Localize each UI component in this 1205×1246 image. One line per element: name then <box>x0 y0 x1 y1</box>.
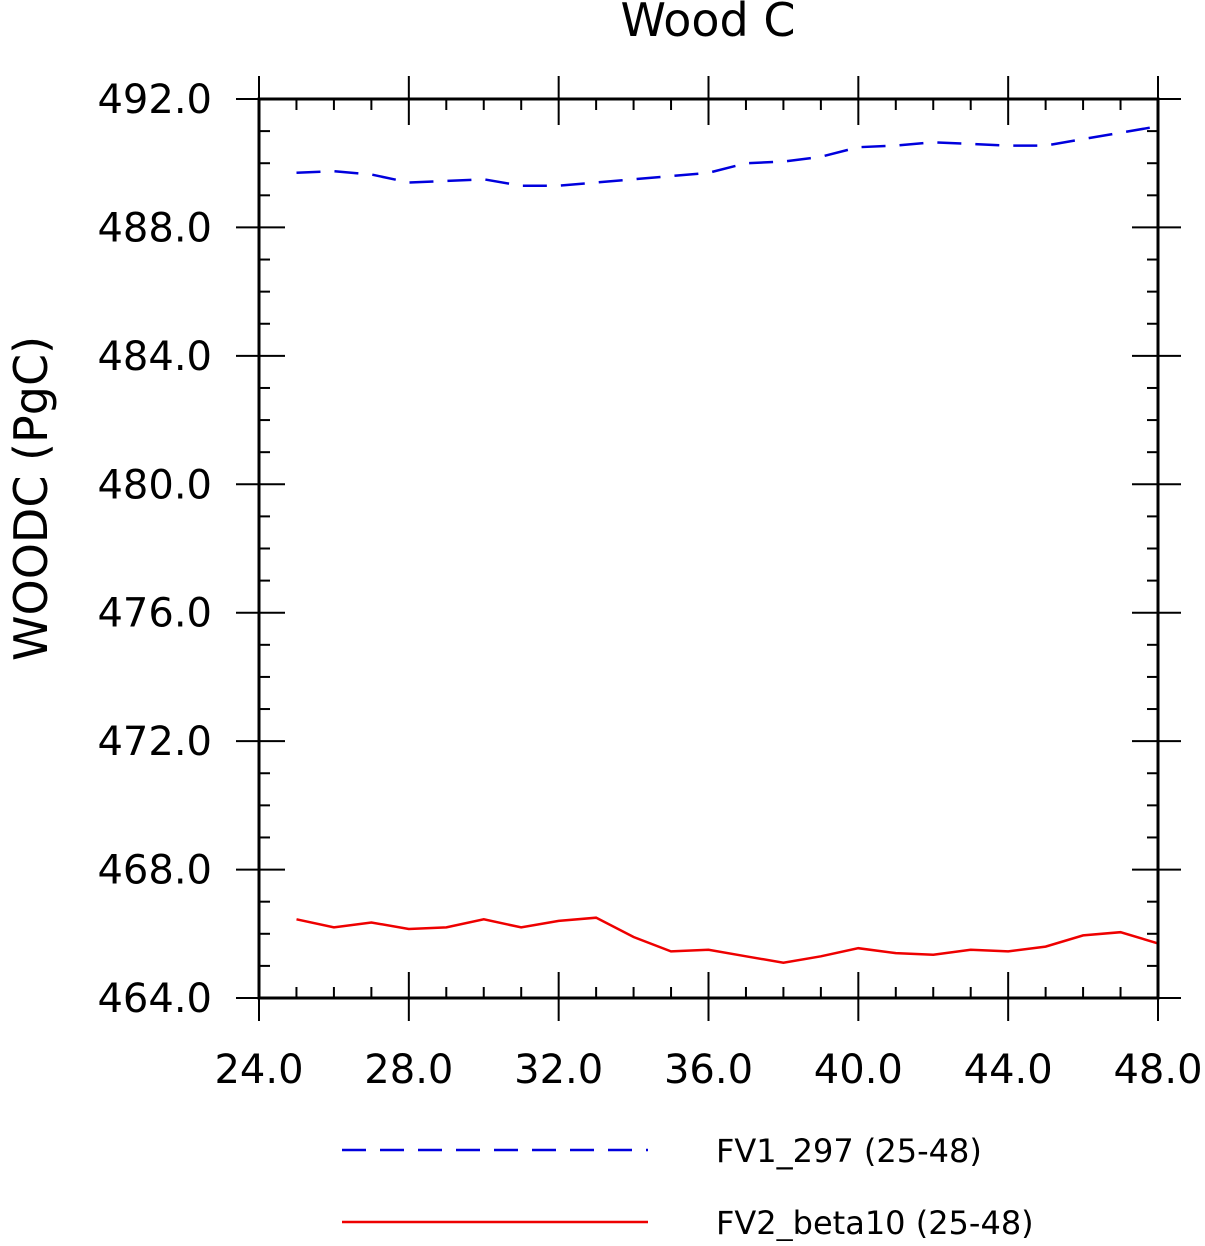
y-tick-label: 472.0 <box>97 719 212 765</box>
x-tick-label: 24.0 <box>214 1047 303 1093</box>
x-tick-labels: 24.0 28.0 32.0 36.0 40.0 44.0 48.0 <box>214 1047 1202 1093</box>
x-tick-label: 40.0 <box>814 1047 903 1093</box>
series-lines <box>296 125 1159 964</box>
y-tick-label: 464.0 <box>97 976 212 1022</box>
y-tick-label: 488.0 <box>97 205 212 251</box>
chart-title: Wood C <box>620 0 795 47</box>
y-axis-label: WOODC (PgC) <box>4 336 58 661</box>
plot-frame <box>257 97 1160 1000</box>
y-tick-label: 484.0 <box>97 334 212 380</box>
legend: FV1_297 (25-48) FV2_beta10 (25-48) <box>342 1132 1034 1242</box>
series-line-2 <box>296 916 1159 964</box>
y-tick-label: 480.0 <box>97 462 212 508</box>
x-tick-label: 36.0 <box>664 1047 753 1093</box>
minor-ticks <box>259 99 1158 998</box>
y-tick-label: 468.0 <box>97 848 212 894</box>
y-tick-label: 476.0 <box>97 591 212 637</box>
legend-label-1: FV1_297 (25-48) <box>716 1132 982 1170</box>
y-tick-labels: 464.0 468.0 472.0 476.0 480.0 484.0 488.0 492.0 <box>97 77 212 1022</box>
x-tick-label: 32.0 <box>514 1047 603 1093</box>
y-tick-label: 492.0 <box>97 77 212 123</box>
major-ticks <box>236 76 1181 1021</box>
x-tick-label: 28.0 <box>364 1047 453 1093</box>
series-line-1 <box>296 125 1159 187</box>
legend-label-2: FV2_beta10 (25-48) <box>716 1204 1034 1241</box>
x-tick-label: 44.0 <box>964 1047 1053 1093</box>
x-tick-label: 48.0 <box>1113 1047 1202 1093</box>
